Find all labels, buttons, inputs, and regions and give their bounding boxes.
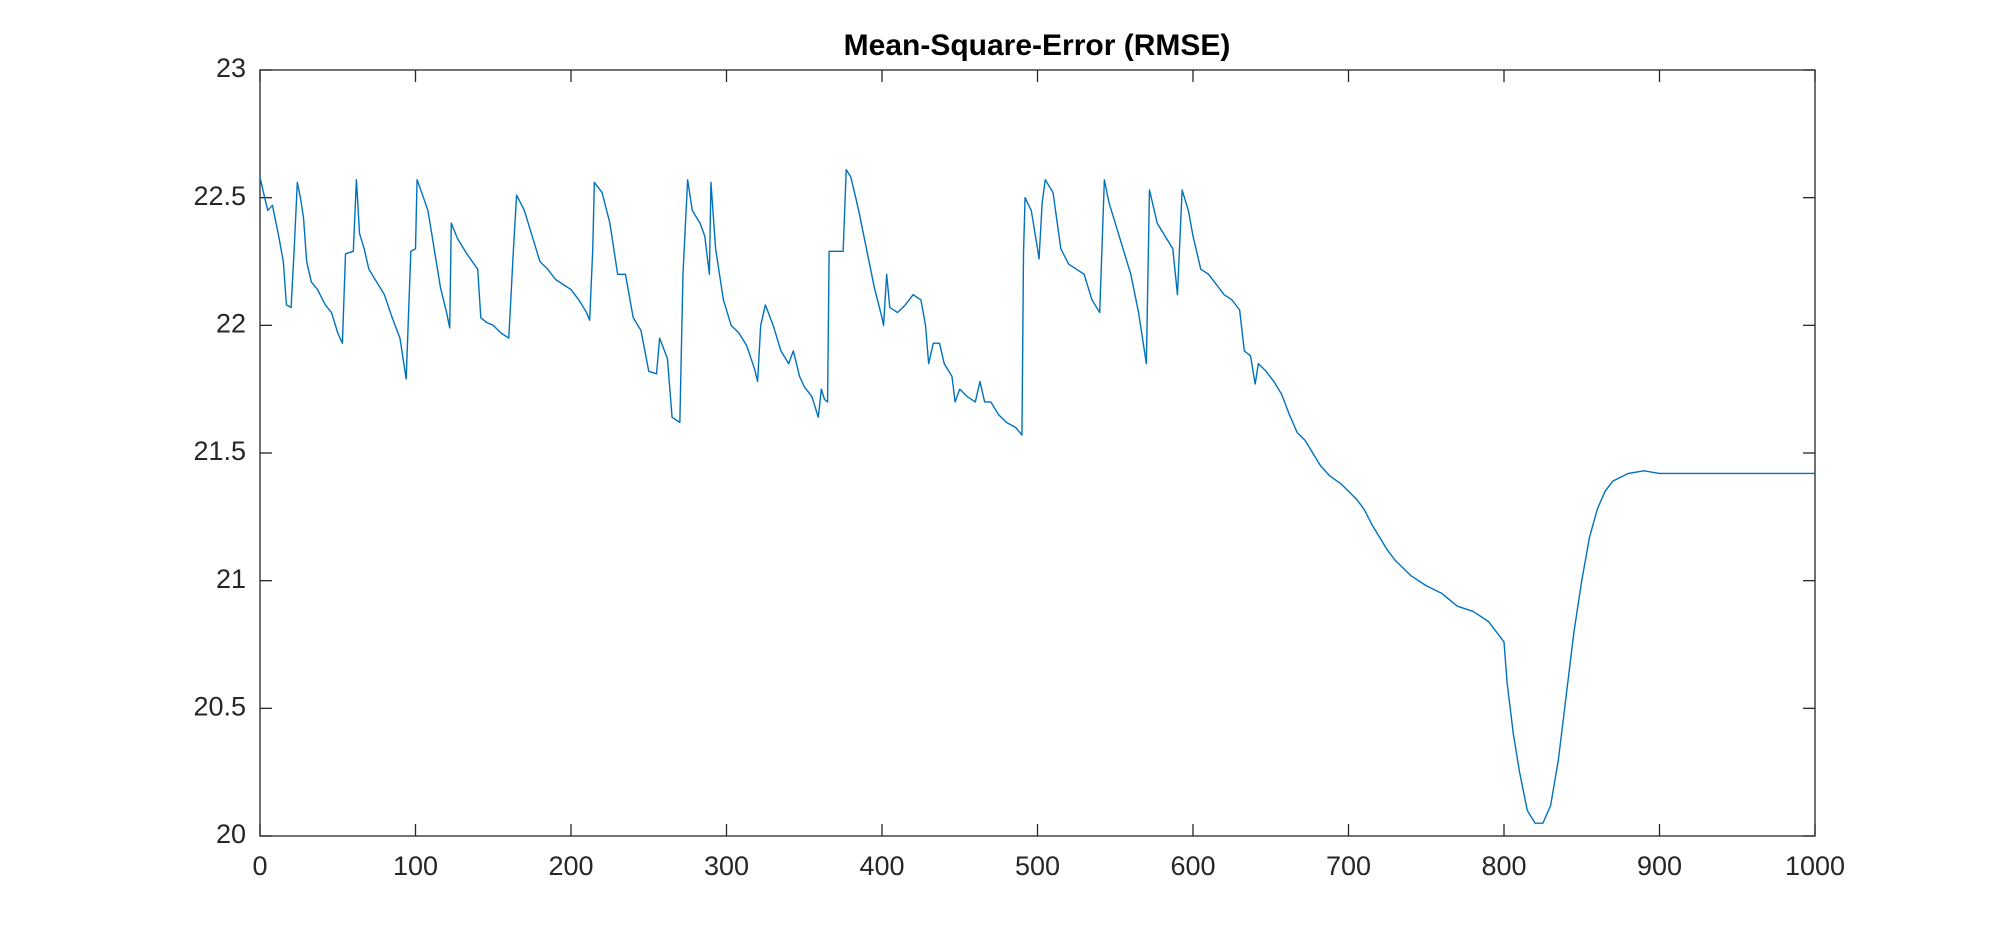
y-tick-label: 20 — [216, 819, 246, 849]
x-tick-label: 1000 — [1785, 851, 1845, 881]
x-tick-label: 200 — [548, 851, 593, 881]
y-tick-label: 22 — [216, 308, 246, 338]
y-tick-label: 22.5 — [193, 181, 246, 211]
x-tick-label: 700 — [1326, 851, 1371, 881]
x-tick-label: 300 — [704, 851, 749, 881]
x-tick-label: 500 — [1015, 851, 1060, 881]
data-line — [259, 168, 1815, 824]
y-tick-label: 23 — [216, 53, 246, 83]
x-tick-label: 800 — [1481, 851, 1526, 881]
x-tick-label: 400 — [859, 851, 904, 881]
x-tick-label: 600 — [1170, 851, 1215, 881]
chart-title: Mean-Square-Error (RMSE) — [844, 29, 1231, 62]
y-tick-label: 21 — [216, 564, 246, 594]
y-tick-label: 20.5 — [193, 691, 246, 721]
x-tick-label: 0 — [252, 851, 267, 881]
x-tick-label: 100 — [393, 851, 438, 881]
plot-area — [259, 69, 1816, 837]
x-tick-label: 900 — [1637, 851, 1682, 881]
y-tick-label: 21.5 — [193, 436, 246, 466]
